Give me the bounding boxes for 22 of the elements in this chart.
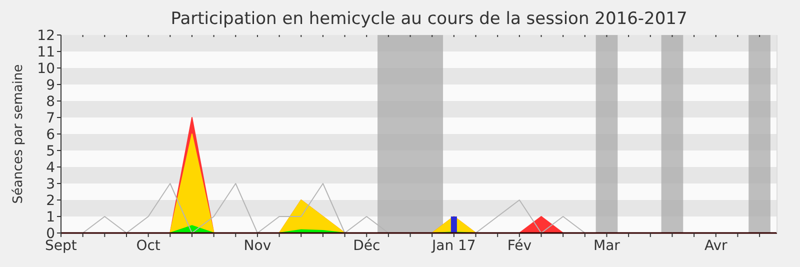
y-axis-title: Séances par semaine (11, 64, 26, 204)
y-tick-label: 6 (46, 127, 56, 143)
y-tick-label: 7 (46, 110, 55, 126)
y-tick-label: 5 (46, 144, 55, 160)
x-tick-label: Sept (45, 238, 78, 254)
x-tick-label: Avr (704, 238, 728, 254)
y-tick-label: 11 (37, 44, 55, 60)
x-tick-label: Mar (594, 238, 620, 254)
x-tick-label: Fév (507, 238, 532, 254)
x-tick-label: Nov (244, 238, 272, 254)
y-tick-label: 4 (46, 160, 56, 176)
y-tick-label: 3 (46, 176, 55, 192)
x-tick-label: Oct (136, 238, 161, 254)
y-tick-label: 8 (46, 94, 55, 110)
y-tick-label: 12 (37, 28, 55, 44)
y-tick-label: 1 (46, 210, 55, 226)
chart-title: Participation en hemicycle au cours de la session 2016-2017 (170, 9, 688, 29)
y-tick-label: 2 (46, 193, 55, 209)
y-tick-label: 9 (46, 78, 55, 94)
x-tick-label: Déc (353, 238, 380, 254)
y-tick-label: 10 (37, 61, 55, 77)
x-tick-label: Jan 17 (430, 238, 476, 254)
